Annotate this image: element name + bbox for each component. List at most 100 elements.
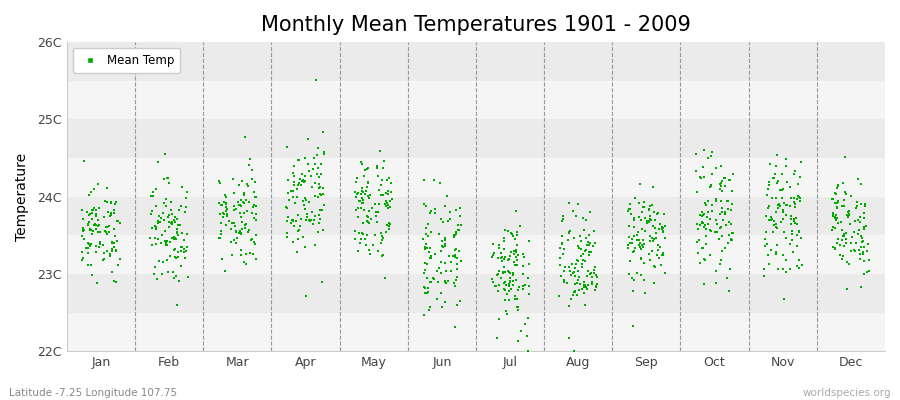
Point xyxy=(771,178,786,185)
Point xyxy=(356,200,371,206)
Point xyxy=(651,210,665,216)
Point xyxy=(162,212,176,218)
Point xyxy=(248,217,263,224)
Point xyxy=(510,229,525,236)
Point xyxy=(837,230,851,237)
Point xyxy=(555,251,570,257)
Point xyxy=(154,240,168,246)
Point xyxy=(373,147,387,154)
Point xyxy=(795,262,809,268)
Point xyxy=(630,237,644,244)
Point xyxy=(448,231,463,237)
Point xyxy=(853,283,868,290)
Point xyxy=(639,218,653,224)
Point xyxy=(635,204,650,210)
Point xyxy=(496,237,510,244)
Point xyxy=(768,170,782,177)
Point xyxy=(349,179,364,186)
Point xyxy=(644,202,659,208)
Point xyxy=(107,226,122,232)
Point xyxy=(831,236,845,242)
Point xyxy=(579,284,593,290)
Point xyxy=(301,160,315,167)
Point xyxy=(173,222,187,228)
Point xyxy=(700,220,715,227)
Point xyxy=(583,208,598,215)
Point xyxy=(831,183,845,190)
Point xyxy=(219,208,233,214)
Point xyxy=(286,188,301,194)
Point xyxy=(362,194,376,201)
Point xyxy=(153,219,167,226)
Point xyxy=(698,233,713,240)
Point xyxy=(490,283,504,289)
Point xyxy=(450,302,464,308)
Point xyxy=(85,227,99,234)
Point xyxy=(374,240,388,246)
Point xyxy=(285,217,300,224)
Point xyxy=(857,244,871,250)
Point xyxy=(100,224,114,230)
Point xyxy=(417,177,431,184)
Point xyxy=(358,191,373,197)
Point xyxy=(75,249,89,256)
Point xyxy=(382,226,396,232)
Point xyxy=(86,186,101,192)
Point xyxy=(281,177,295,183)
Point xyxy=(428,251,443,258)
Point xyxy=(354,205,368,212)
Point xyxy=(693,222,707,229)
Point xyxy=(296,177,310,183)
Point xyxy=(491,288,505,294)
Point xyxy=(565,292,580,298)
Point xyxy=(249,194,264,200)
Point xyxy=(151,236,166,242)
Point xyxy=(512,284,526,290)
Point xyxy=(761,261,776,268)
Point xyxy=(247,215,261,221)
Point xyxy=(159,196,174,202)
Point xyxy=(761,252,776,258)
Point xyxy=(695,213,709,219)
Point xyxy=(91,229,105,235)
Point xyxy=(490,272,504,278)
Point xyxy=(167,254,182,260)
Point xyxy=(361,179,375,186)
Point xyxy=(450,274,464,280)
Point xyxy=(555,216,570,222)
Point xyxy=(382,205,396,211)
Point xyxy=(553,262,567,269)
Point xyxy=(76,226,90,232)
Point xyxy=(572,274,586,280)
Point xyxy=(567,348,581,354)
Point xyxy=(215,214,230,220)
Point xyxy=(434,248,448,254)
Point xyxy=(316,190,330,197)
Point xyxy=(562,230,576,236)
Point xyxy=(632,200,646,206)
Point xyxy=(451,222,465,228)
Point xyxy=(104,212,118,218)
Point xyxy=(587,228,601,234)
Point xyxy=(351,190,365,196)
Point xyxy=(104,210,119,216)
Point xyxy=(643,257,657,263)
Point xyxy=(622,271,636,278)
Point xyxy=(626,224,641,231)
Point xyxy=(159,257,174,263)
Point xyxy=(559,280,573,286)
Point xyxy=(642,218,656,224)
Point xyxy=(159,242,174,248)
Point xyxy=(180,188,194,195)
Point xyxy=(420,275,435,282)
Point xyxy=(298,206,312,212)
Point xyxy=(286,181,301,188)
Point xyxy=(511,304,526,310)
Point xyxy=(314,192,328,198)
Point xyxy=(383,204,398,210)
Point xyxy=(83,242,97,249)
Point xyxy=(107,210,122,216)
Point xyxy=(174,244,188,250)
Point xyxy=(293,216,308,222)
Point xyxy=(308,213,322,220)
